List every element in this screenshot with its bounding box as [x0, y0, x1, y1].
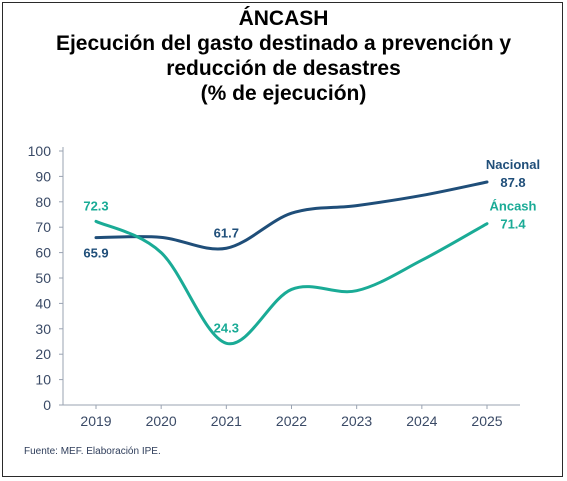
- x-tick-label: 2023: [341, 413, 372, 429]
- y-tick-label: 40: [35, 295, 51, 311]
- y-tick-label: 0: [43, 397, 51, 413]
- title-line-main: Ejecución del gasto destinado a prevenci…: [55, 32, 512, 55]
- y-tick-label: 20: [35, 346, 51, 362]
- y-tick-label: 80: [35, 194, 51, 210]
- y-tick-label: 30: [35, 321, 51, 337]
- title-line-main-cont: reducción de desastres: [166, 57, 401, 80]
- y-tick-label: 60: [35, 245, 51, 261]
- data-label-nacional: 65.9: [83, 246, 108, 261]
- x-tick-label: 2019: [80, 413, 111, 429]
- x-tick-label: 2020: [146, 413, 177, 429]
- title-line-region: ÁNCASH: [238, 7, 329, 30]
- series-line-ancash: [94, 219, 489, 346]
- x-tick-label: 2021: [211, 413, 242, 429]
- y-tick-label: 10: [35, 372, 51, 388]
- data-label-ancash: 24.3: [214, 320, 239, 335]
- data-label-ancash: 72.3: [83, 198, 108, 213]
- title-line-unit: (% de ejecución): [200, 82, 367, 105]
- data-label-nacional: 61.7: [214, 225, 239, 240]
- data-label-nacional: 87.8: [500, 175, 525, 190]
- y-tick-label: 70: [35, 219, 51, 235]
- chart-title: ÁNCASH Ejecución del gasto destinado a p…: [0, 6, 567, 106]
- chart-frame: [2, 2, 563, 477]
- source-note: Fuente: MEF. Elaboración IPE.: [24, 446, 161, 457]
- legend-label-ancash: Áncash: [490, 199, 537, 214]
- x-tick-label: 2024: [406, 413, 437, 429]
- y-tick-label: 90: [35, 168, 51, 184]
- y-tick-label: 100: [28, 143, 52, 159]
- legend-label-nacional: Nacional: [486, 157, 540, 172]
- data-label-ancash: 71.4: [500, 217, 526, 232]
- x-tick-label: 2025: [471, 413, 502, 429]
- x-tick-label: 2022: [276, 413, 307, 429]
- series-line-nacional: [94, 180, 489, 251]
- y-tick-label: 50: [35, 270, 51, 286]
